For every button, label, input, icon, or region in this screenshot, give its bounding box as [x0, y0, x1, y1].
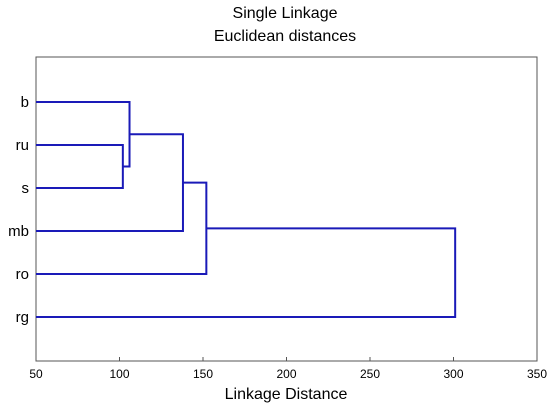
- dendrogram-links: [36, 101, 457, 318]
- x-axis-label: Linkage Distance: [224, 386, 348, 403]
- x-tick-label: 50: [29, 367, 43, 381]
- x-tick-label: 150: [193, 367, 213, 381]
- x-tick-label: 300: [443, 367, 463, 381]
- leaf-label-b: b: [21, 94, 29, 111]
- leaf-label-rg: rg: [16, 309, 29, 326]
- chart-subtitle: Euclidean distances: [213, 28, 357, 45]
- x-tick-label: 250: [360, 367, 380, 381]
- chart-title: Single Linkage: [232, 5, 338, 22]
- merge-link-3: [36, 133, 184, 232]
- leaf-label-mb: mb: [8, 223, 29, 240]
- merge-link-2: [36, 101, 131, 168]
- merge-link-5: [36, 227, 457, 318]
- x-tick-label: 100: [109, 367, 129, 381]
- leaf-label-s: s: [22, 180, 30, 197]
- x-tick-label: 200: [276, 367, 296, 381]
- leaf-label-ro: ro: [16, 266, 29, 283]
- leaf-labels: b ru s mb ro rg: [8, 94, 29, 326]
- x-axis: 50 100 150 200 250 300 350: [29, 357, 547, 381]
- merge-link-1: [36, 144, 124, 189]
- x-tick-label: 350: [527, 367, 547, 381]
- merge-link-4: [36, 181, 208, 275]
- leaf-label-ru: ru: [16, 137, 29, 154]
